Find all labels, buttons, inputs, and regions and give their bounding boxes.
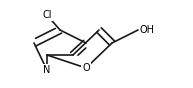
Text: N: N <box>43 65 51 75</box>
Text: O: O <box>82 63 90 73</box>
Text: Cl: Cl <box>42 10 52 20</box>
Text: OH: OH <box>140 25 155 35</box>
